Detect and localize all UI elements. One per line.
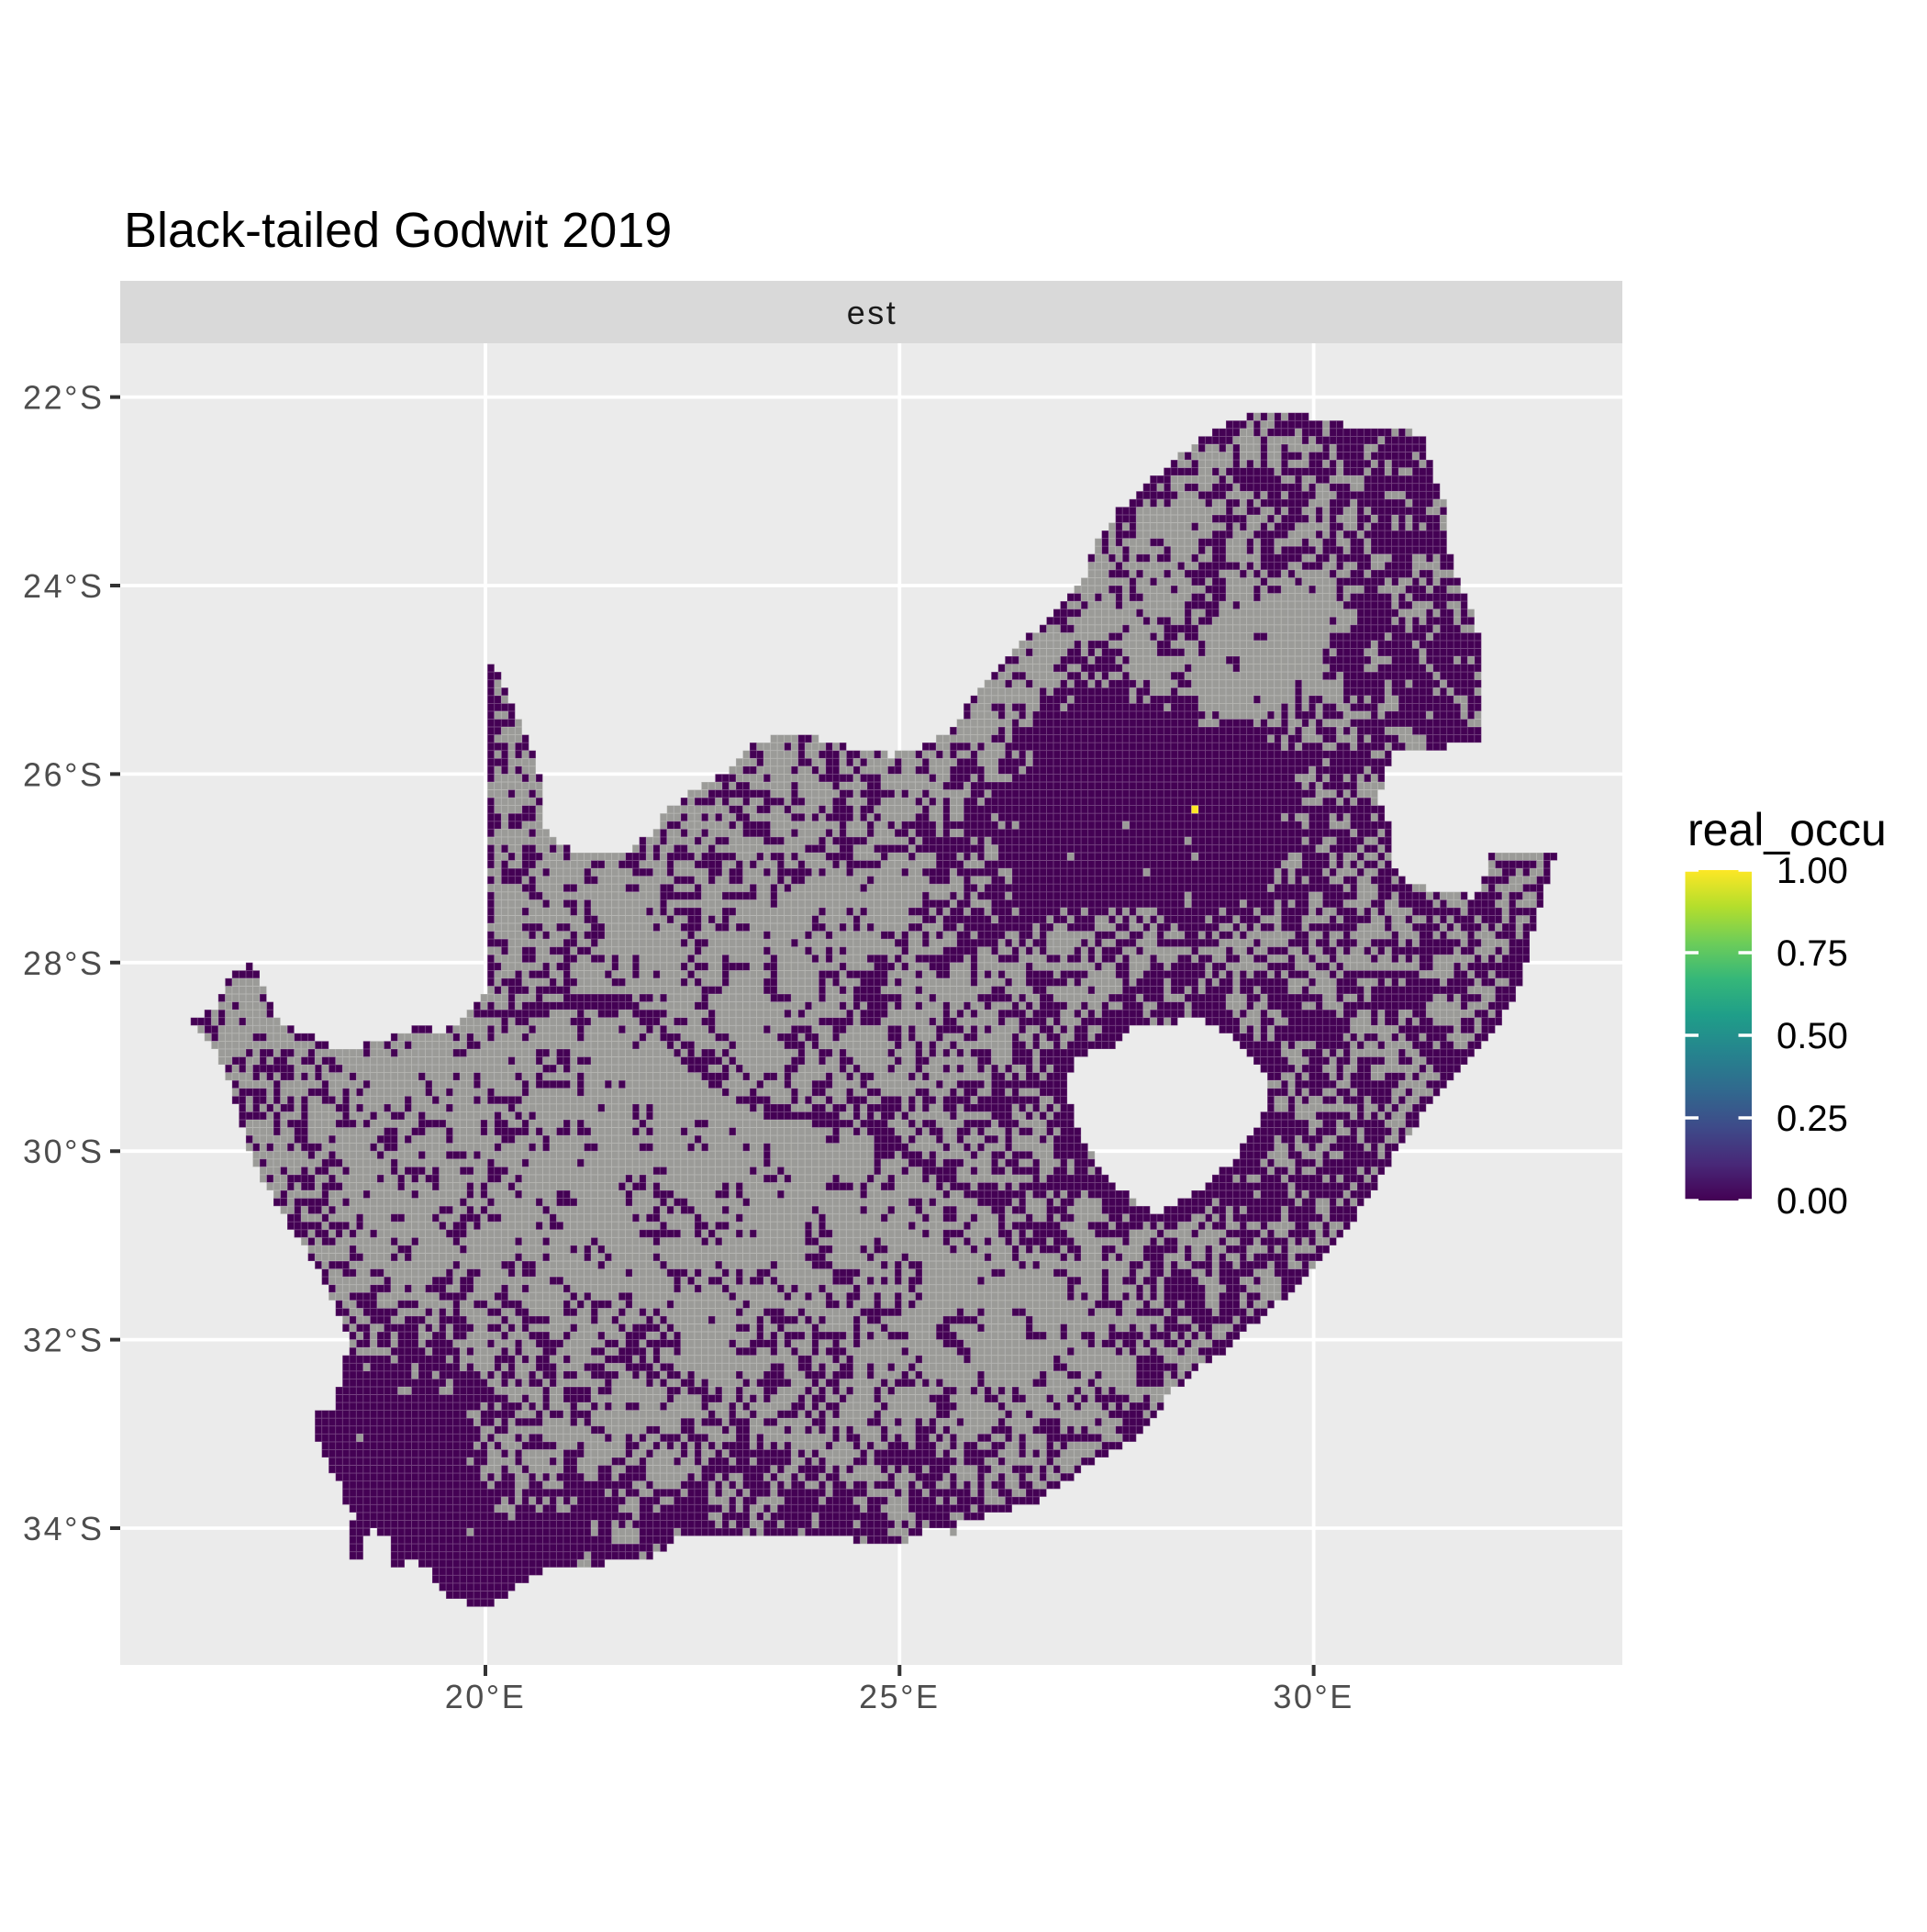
svg-text:0.00: 0.00: [1777, 1181, 1848, 1222]
svg-text:20°E: 20°E: [445, 1678, 526, 1715]
svg-text:0.50: 0.50: [1777, 1016, 1848, 1056]
svg-text:34°S: 34°S: [23, 1510, 104, 1547]
svg-text:30°S: 30°S: [23, 1133, 104, 1170]
svg-text:1.00: 1.00: [1777, 851, 1848, 891]
svg-text:real_occu: real_occu: [1688, 804, 1887, 855]
svg-text:30°E: 30°E: [1273, 1678, 1353, 1715]
svg-text:32°S: 32°S: [23, 1322, 104, 1359]
svg-text:28°S: 28°S: [23, 944, 104, 982]
svg-text:0.25: 0.25: [1777, 1099, 1848, 1139]
svg-text:26°S: 26°S: [23, 755, 104, 793]
svg-text:22°S: 22°S: [23, 379, 104, 417]
svg-text:Black-tailed Godwit 2019: Black-tailed Godwit 2019: [124, 203, 672, 258]
svg-text:est: est: [847, 294, 898, 331]
svg-text:25°E: 25°E: [859, 1678, 940, 1715]
svg-text:24°S: 24°S: [23, 567, 104, 605]
svg-text:0.75: 0.75: [1777, 933, 1848, 974]
